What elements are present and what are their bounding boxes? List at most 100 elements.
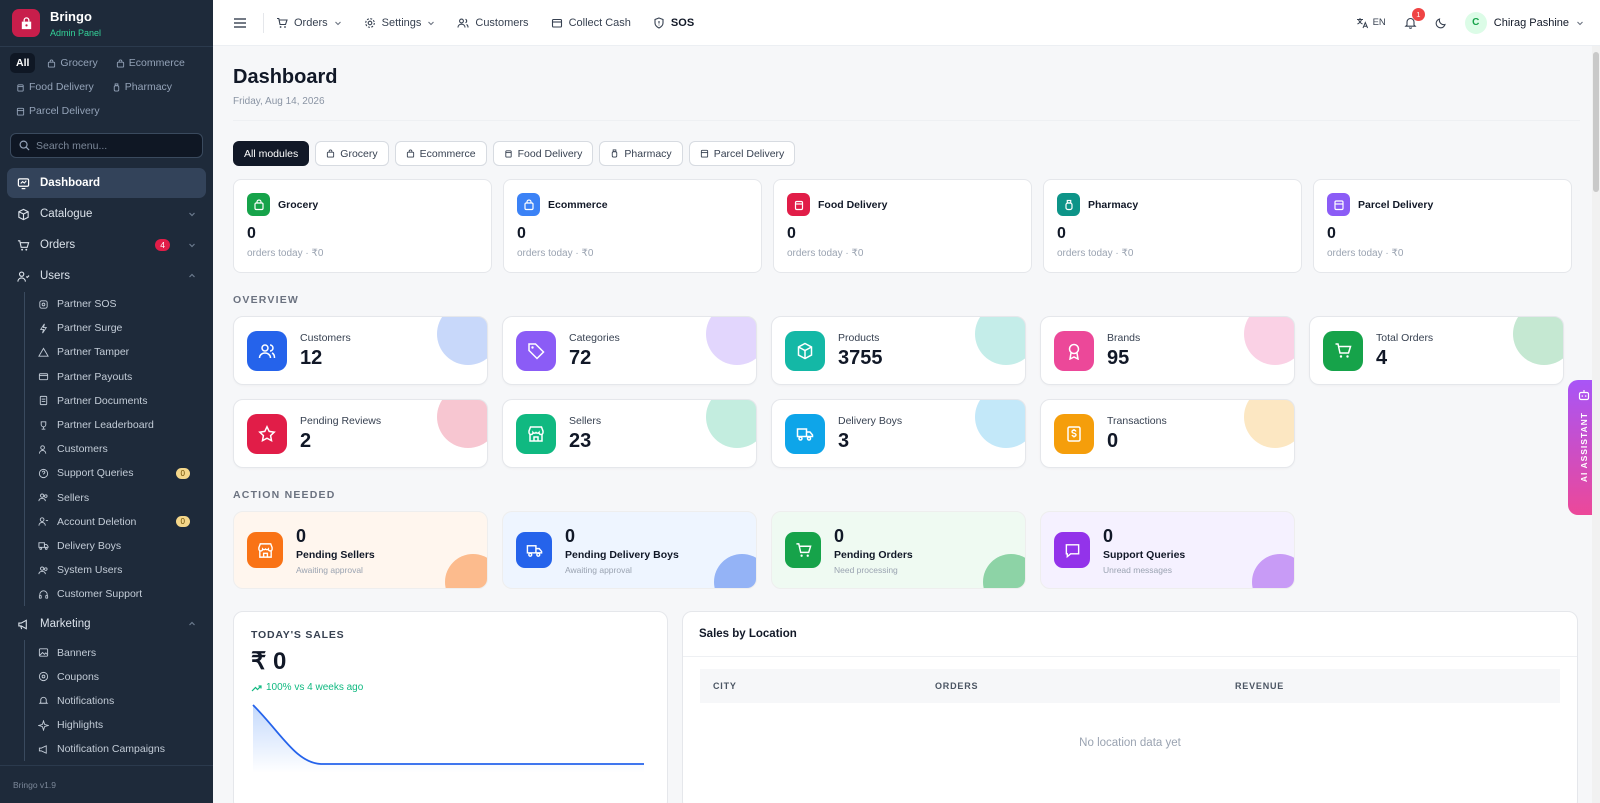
dollar-receipt-icon bbox=[1054, 413, 1094, 454]
module-chips: All Grocery Ecommerce Food Delivery Phar… bbox=[0, 46, 213, 121]
action-title: Pending Orders bbox=[834, 548, 913, 561]
sidebar-item-catalogue[interactable]: Catalogue bbox=[7, 199, 206, 229]
language-switcher[interactable]: EN bbox=[1356, 17, 1386, 29]
module-card-ecommerce[interactable]: Ecommerce 0 orders today · ₹0 bbox=[503, 179, 762, 273]
topbar-settings-menu[interactable]: Settings bbox=[364, 17, 436, 29]
tab-all-modules[interactable]: All modules bbox=[233, 141, 310, 166]
sidebar-sub-partner-sos[interactable]: Partner SOS bbox=[38, 292, 206, 316]
tag-icon bbox=[516, 330, 556, 371]
shopping-bag-icon bbox=[406, 149, 414, 158]
module-chip-grocery[interactable]: Grocery bbox=[41, 53, 103, 73]
stat-card-products[interactable]: Products 3755 bbox=[771, 316, 1026, 385]
module-chip-all[interactable]: All bbox=[10, 53, 36, 73]
sidebar-sub-partner-leaderboard[interactable]: Partner Leaderboard bbox=[38, 413, 206, 437]
sidebar-sub-support-queries[interactable]: Support Queries 0 bbox=[38, 461, 206, 485]
tab-pharmacy[interactable]: Pharmacy bbox=[599, 141, 683, 166]
sidebar-sub-partner-tamper[interactable]: Partner Tamper bbox=[38, 340, 206, 364]
tab-parcel-delivery[interactable]: Parcel Delivery bbox=[688, 141, 796, 166]
main-scrollbar[interactable] bbox=[1592, 46, 1600, 803]
cup-icon bbox=[17, 83, 24, 92]
sidebar-item-marketing[interactable]: Marketing bbox=[7, 609, 206, 639]
topbar-sos-link[interactable]: SOS bbox=[653, 17, 694, 29]
sidebar-sub-system-users[interactable]: System Users bbox=[38, 558, 206, 582]
sidebar-item-dashboard[interactable]: Dashboard bbox=[7, 168, 206, 198]
tab-grocery[interactable]: Grocery bbox=[315, 141, 389, 166]
action-needed-heading: ACTION NEEDED bbox=[233, 489, 336, 501]
moon-icon[interactable] bbox=[1435, 17, 1447, 29]
module-chip-parcel-delivery[interactable]: Parcel Delivery bbox=[10, 101, 106, 121]
stat-card-total-orders[interactable]: Total Orders 4 bbox=[1309, 316, 1564, 385]
action-subtext: Awaiting approval bbox=[565, 564, 632, 575]
module-chip-food-delivery[interactable]: Food Delivery bbox=[10, 77, 100, 97]
notifications-button[interactable]: 1 bbox=[1404, 8, 1425, 29]
support-queries-badge: 0 bbox=[175, 467, 190, 479]
module-card-pharmacy[interactable]: Pharmacy 0 orders today · ₹0 bbox=[1043, 179, 1302, 273]
tab-ecommerce[interactable]: Ecommerce bbox=[394, 141, 487, 166]
stat-label: Products bbox=[838, 331, 880, 344]
parcel-icon bbox=[16, 107, 25, 116]
cup-icon bbox=[504, 150, 512, 158]
user-menu[interactable]: C Chirag Pashine bbox=[1464, 11, 1584, 34]
brand-name: Bringo bbox=[50, 8, 92, 24]
sidebar-sub-partner-payouts[interactable]: Partner Payouts bbox=[38, 365, 206, 389]
stat-card-customers[interactable]: Customers 12 bbox=[233, 316, 488, 385]
bottle-icon bbox=[612, 149, 618, 158]
stat-card-categories[interactable]: Categories 72 bbox=[502, 316, 757, 385]
sidebar-sub-partner-surge[interactable]: Partner Surge bbox=[38, 316, 206, 340]
sidebar-sub-coupons[interactable]: Coupons bbox=[38, 665, 206, 689]
module-name: Ecommerce bbox=[548, 198, 608, 211]
topbar-orders-menu[interactable]: Orders bbox=[276, 17, 342, 29]
sidebar-sub-banners[interactable]: Banners bbox=[38, 640, 206, 664]
module-orders-count: 0 bbox=[517, 225, 526, 242]
module-card-grocery[interactable]: Grocery 0 orders today · ₹0 bbox=[233, 179, 492, 273]
action-title: Pending Delivery Boys bbox=[565, 548, 679, 561]
sidebar-sub-customer-support[interactable]: Customer Support bbox=[38, 582, 206, 606]
award-icon bbox=[1054, 330, 1094, 371]
action-subtext: Unread messages bbox=[1103, 564, 1172, 575]
sidebar-sub-notifications[interactable]: Notifications bbox=[38, 689, 206, 713]
stat-value: 0 bbox=[1107, 429, 1119, 452]
cart-icon bbox=[277, 17, 288, 28]
document-icon bbox=[39, 396, 48, 406]
sidebar-sub-highlights[interactable]: Highlights bbox=[38, 713, 206, 737]
topbar-collect-cash-link[interactable]: Collect Cash bbox=[551, 17, 631, 29]
scrollbar-thumb[interactable] bbox=[1593, 52, 1599, 192]
column-revenue: REVENUE bbox=[1235, 681, 1285, 691]
bell-icon bbox=[1404, 17, 1417, 29]
dashboard-content: Dashboard Friday, Aug 14, 2026 All modul… bbox=[213, 46, 1600, 803]
chevron-up-icon bbox=[189, 273, 195, 278]
shopping-bag-icon bbox=[517, 193, 540, 216]
sidebar-sub-delivery-boys[interactable]: Delivery Boys bbox=[38, 534, 206, 558]
module-orders-count: 0 bbox=[1057, 225, 1066, 242]
stat-card-delivery-boys[interactable]: Delivery Boys 3 bbox=[771, 399, 1026, 468]
tab-food-delivery[interactable]: Food Delivery bbox=[492, 141, 594, 166]
sidebar-item-orders[interactable]: Orders 4 bbox=[7, 230, 206, 260]
action-card-pending-sellers[interactable]: 0 Pending Sellers Awaiting approval bbox=[233, 511, 488, 589]
stat-card-sellers[interactable]: Sellers 23 bbox=[502, 399, 757, 468]
topbar-customers-link[interactable]: Customers bbox=[457, 17, 529, 29]
stat-card-pending-reviews[interactable]: Pending Reviews 2 bbox=[233, 399, 488, 468]
menu-toggle-icon[interactable] bbox=[233, 17, 247, 29]
sidebar-sub-account-deletion[interactable]: Account Deletion 0 bbox=[38, 510, 206, 534]
sidebar-search[interactable] bbox=[10, 133, 203, 158]
todays-sales-card: TODAY'S SALES ₹ 0 100% vs 4 weeks ago bbox=[233, 611, 668, 803]
user-minus-icon bbox=[38, 517, 49, 526]
sidebar-sub-customers[interactable]: Customers bbox=[38, 437, 206, 461]
dashboard-icon bbox=[17, 177, 30, 189]
sidebar-item-users[interactable]: Users bbox=[7, 261, 206, 291]
search-input[interactable] bbox=[36, 139, 186, 152]
action-card-pending-delivery-boys[interactable]: 0 Pending Delivery Boys Awaiting approval bbox=[502, 511, 757, 589]
action-card-pending-orders[interactable]: 0 Pending Orders Need processing bbox=[771, 511, 1026, 589]
module-card-parcel-delivery[interactable]: Parcel Delivery 0 orders today · ₹0 bbox=[1313, 179, 1572, 273]
module-card-food-delivery[interactable]: Food Delivery 0 orders today · ₹0 bbox=[773, 179, 1032, 273]
sidebar: Bringo Admin Panel All Grocery Ecommerce… bbox=[0, 0, 213, 803]
sidebar-sub-sellers[interactable]: Sellers bbox=[38, 486, 206, 510]
sidebar-sub-notification-campaigns[interactable]: Notification Campaigns bbox=[38, 737, 206, 761]
stat-card-brands[interactable]: Brands 95 bbox=[1040, 316, 1295, 385]
module-chip-pharmacy[interactable]: Pharmacy bbox=[106, 77, 178, 97]
module-chip-ecommerce[interactable]: Ecommerce bbox=[110, 53, 191, 73]
action-card-support-queries[interactable]: 0 Support Queries Unread messages bbox=[1040, 511, 1295, 589]
brand[interactable]: Bringo Admin Panel bbox=[0, 0, 213, 46]
stat-card-transactions[interactable]: Transactions 0 bbox=[1040, 399, 1295, 468]
sidebar-sub-partner-documents[interactable]: Partner Documents bbox=[38, 389, 206, 413]
